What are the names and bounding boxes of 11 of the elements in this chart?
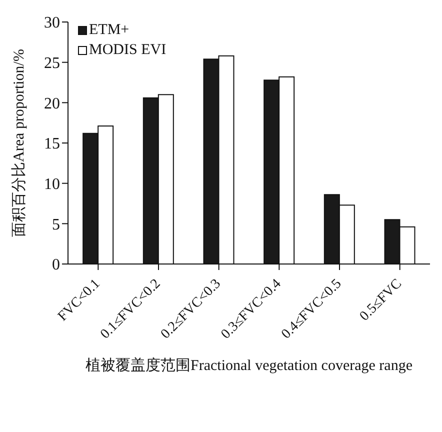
- x-axis-title: 植被覆盖度范围Fractional vegetation coverage range: [86, 357, 413, 374]
- y-tick-label: 25: [44, 55, 60, 72]
- y-tick-label: 0: [52, 256, 60, 274]
- y-tick-label: 30: [44, 14, 60, 32]
- y-tick-label: 15: [44, 136, 60, 153]
- y-tick-label: 5: [52, 216, 60, 234]
- legend-label: MODIS EVI: [89, 41, 166, 60]
- legend-label: ETM+: [89, 21, 130, 40]
- y-axis-title: 面积百分比Area proportion/%: [10, 49, 28, 237]
- y-tick-label: 10: [44, 176, 60, 194]
- y-tick-label: 20: [44, 95, 60, 112]
